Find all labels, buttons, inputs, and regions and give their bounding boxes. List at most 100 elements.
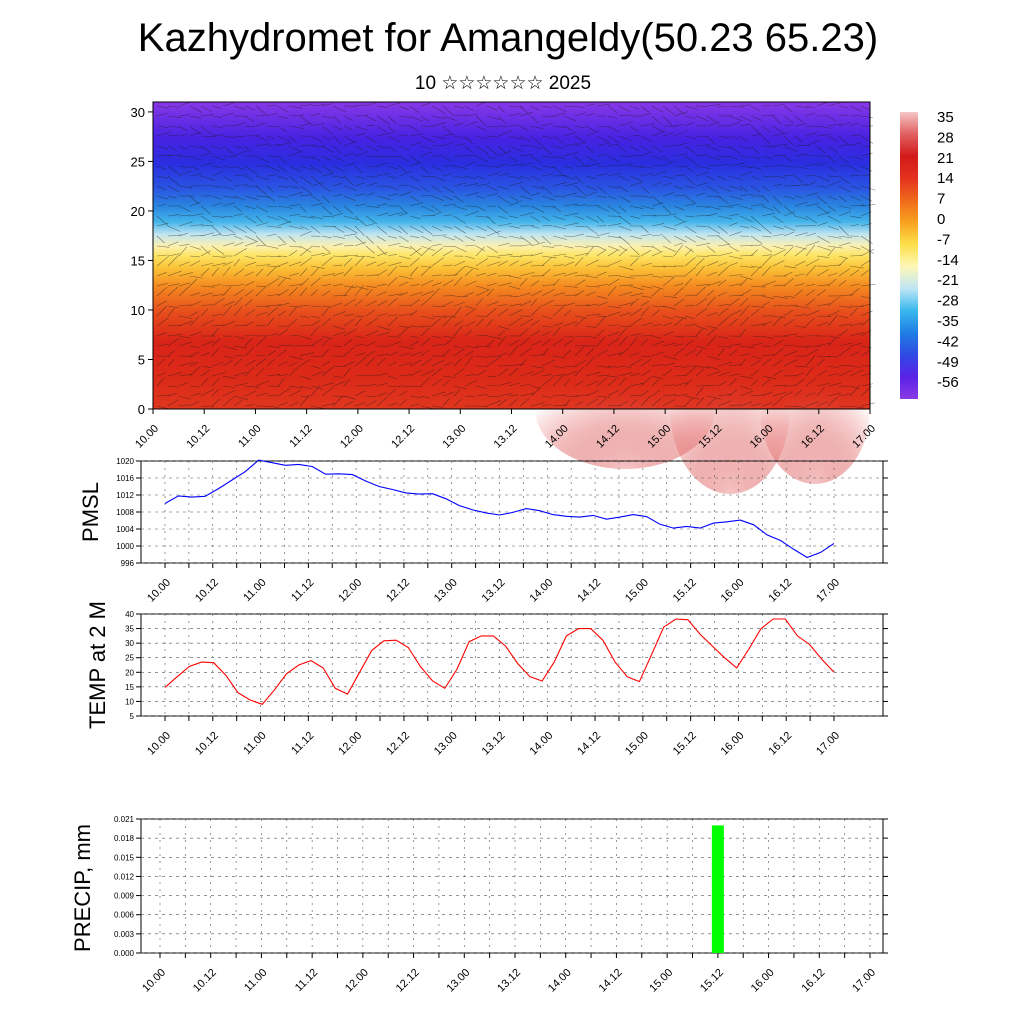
- x-tick-label: 15.12: [698, 967, 726, 995]
- x-tick-label: 15.00: [623, 730, 651, 758]
- x-tick-label: 11.00: [242, 967, 269, 994]
- x-tick-label: 12.12: [384, 730, 412, 758]
- y-tick-label: 0.021: [114, 815, 135, 824]
- y-tick-label: 1020: [116, 457, 134, 466]
- x-tick-label: 15.00: [647, 967, 675, 995]
- chart-title: Kazhydromet for Amangeldy(50.23 65.23): [137, 16, 879, 60]
- x-tick-label: 10.12: [193, 577, 221, 605]
- y-tick-label: 10: [131, 303, 145, 318]
- colorbar-label: -42: [937, 333, 959, 350]
- x-tick-label: 15.12: [671, 730, 699, 758]
- x-tick-label: 10.00: [145, 577, 173, 605]
- y-tick-label: 0.009: [114, 892, 135, 901]
- y-tick-label: 5: [138, 352, 145, 367]
- x-tick-label: 12.12: [384, 577, 412, 605]
- pmsl-series: [164, 459, 835, 559]
- x-tick-label: 13.12: [480, 577, 508, 605]
- x-tick-label: 11.12: [289, 730, 316, 757]
- temp-series: [164, 618, 835, 705]
- x-tick-label: 12.12: [389, 423, 417, 451]
- x-tick-label: 12.00: [336, 730, 364, 758]
- x-tick-label: 15.12: [671, 577, 699, 605]
- y-tick-label: 30: [131, 105, 145, 120]
- y-tick-label: 15: [131, 253, 145, 268]
- y-tick-label: 996: [121, 559, 135, 568]
- x-tick-label: 15.00: [623, 577, 651, 605]
- y-axis-label: PMSL: [78, 482, 103, 542]
- x-tick-label: 13.12: [480, 730, 508, 758]
- x-tick-label: 16.12: [766, 730, 794, 758]
- y-tick-label: 0.006: [114, 911, 135, 920]
- colorbar-label: 28: [937, 129, 954, 146]
- colorbar: [900, 112, 918, 399]
- x-tick-label: 17.00: [814, 730, 842, 758]
- y-tick-label: 1012: [116, 491, 134, 500]
- x-tick-label: 10.00: [133, 423, 161, 451]
- x-tick-label: 11.00: [241, 730, 268, 757]
- y-tick-label: 0.015: [114, 853, 135, 862]
- x-tick-label: 11.00: [241, 577, 268, 604]
- colorbar-label: -35: [937, 313, 959, 330]
- colorbar-label: 7: [937, 191, 945, 208]
- colorbar-label: 14: [937, 170, 954, 187]
- x-tick-label: 14.00: [527, 730, 555, 758]
- y-tick-label: 20: [131, 204, 145, 219]
- x-tick-label: 16.12: [799, 967, 827, 995]
- x-tick-label: 14.00: [546, 967, 574, 995]
- colorbar-label: -28: [937, 293, 959, 310]
- x-tick-label: 10.12: [191, 967, 219, 995]
- y-tick-label: 5: [130, 712, 135, 721]
- y-tick-label: 0.018: [114, 834, 135, 843]
- x-tick-label: 12.00: [336, 577, 364, 605]
- y-tick-label: 1008: [116, 508, 134, 517]
- x-tick-label: 10.12: [193, 730, 221, 758]
- x-tick-label: 10.12: [184, 423, 212, 451]
- y-tick-label: 40: [125, 610, 134, 619]
- x-tick-label: 12.12: [394, 967, 422, 995]
- x-tick-label: 13.12: [495, 967, 523, 995]
- wind-vectors: [156, 101, 876, 409]
- y-tick-label: 1016: [116, 474, 134, 483]
- x-tick-label: 14.12: [575, 730, 603, 758]
- x-tick-label: 13.00: [432, 730, 460, 758]
- x-tick-label: 13.00: [444, 967, 472, 995]
- y-tick-label: 0.012: [114, 872, 135, 881]
- x-tick-label: 14.12: [575, 577, 603, 605]
- x-tick-label: 13.12: [492, 423, 520, 451]
- x-tick-label: 17.00: [850, 967, 878, 995]
- colorbar-label: -14: [937, 252, 959, 269]
- x-tick-label: 10.00: [140, 967, 168, 995]
- x-tick-label: 14.00: [527, 577, 555, 605]
- x-tick-label: 11.00: [236, 423, 263, 450]
- colorbar-label: -49: [937, 354, 959, 371]
- y-tick-label: 25: [131, 154, 145, 169]
- x-tick-label: 11.12: [289, 577, 316, 604]
- colorbar-label: -21: [937, 272, 959, 289]
- x-tick-label: 12.00: [343, 967, 371, 995]
- y-tick-label: 1004: [116, 525, 134, 534]
- y-axis-label: TEMP at 2 M: [85, 601, 110, 729]
- x-tick-label: 16.00: [749, 967, 777, 995]
- precip-bar: [711, 825, 724, 953]
- colorbar-label: 21: [937, 150, 954, 167]
- y-axis-label: PRECIP, mm: [70, 824, 95, 952]
- x-tick-label: 16.00: [719, 730, 747, 758]
- x-tick-label: 13.00: [440, 423, 468, 451]
- x-tick-label: 17.00: [814, 577, 842, 605]
- x-tick-label: 12.00: [338, 423, 366, 451]
- y-tick-label: 15: [125, 683, 134, 692]
- y-tick-label: 0: [138, 402, 145, 417]
- y-tick-label: 10: [125, 697, 134, 706]
- y-tick-label: 0.000: [114, 949, 135, 958]
- y-tick-label: 20: [125, 668, 134, 677]
- x-tick-label: 16.12: [766, 577, 794, 605]
- x-tick-label: 16.00: [719, 577, 747, 605]
- y-tick-label: 1000: [116, 542, 134, 551]
- x-tick-label: 11.12: [287, 423, 314, 450]
- x-tick-label: 14.12: [597, 967, 625, 995]
- colorbar-label: 0: [937, 211, 945, 228]
- panel-frame: [140, 818, 884, 954]
- x-tick-label: 11.12: [293, 967, 320, 994]
